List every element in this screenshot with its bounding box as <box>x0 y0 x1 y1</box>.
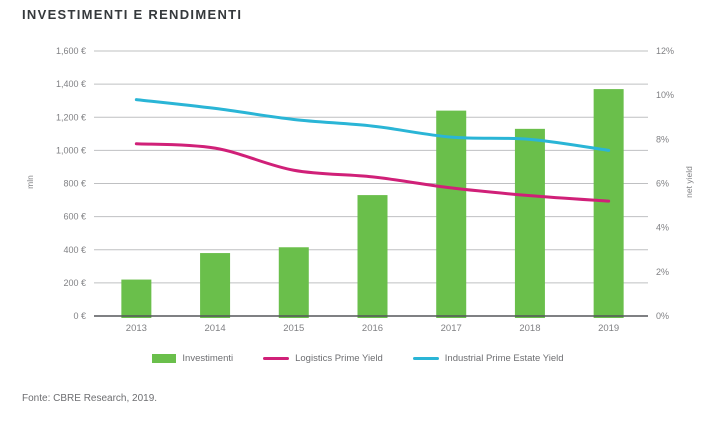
legend-item-logistics-prime-yield: Logistics Prime Yield <box>263 353 383 364</box>
bar-2019 <box>593 89 624 318</box>
y-left-tick-label: 200 € <box>63 278 86 288</box>
x-tick-label: 2014 <box>205 323 226 334</box>
legend-item-investimenti: Investimenti <box>152 353 233 364</box>
left-axis-title: mln <box>25 175 35 189</box>
chart-svg: 0 € 200 € 400 € 600 € 800 € 1,000 € 1,200 € 1,4… <box>25 46 694 334</box>
y-right-tick-label: 2% <box>656 267 669 277</box>
y-right-tick-label: 4% <box>656 223 669 233</box>
legend-label-logistics: Logistics Prime Yield <box>295 353 383 364</box>
y-left-tick-label: 1,200 € <box>56 112 86 122</box>
y-left-tick-label: 400 € <box>63 245 86 255</box>
y-right-tick-label: 10% <box>656 90 674 100</box>
y-left-tick-label: 800 € <box>63 179 86 189</box>
y-left-tick-label: 600 € <box>63 212 86 222</box>
x-tick-label: 2013 <box>126 323 147 334</box>
x-tick-label: 2018 <box>519 323 540 334</box>
y-right-tick-label: 0% <box>656 311 669 321</box>
y-right-tick-label: 6% <box>656 179 669 189</box>
y-left-tick-label: 1,600 € <box>56 46 86 56</box>
bar-2018 <box>514 128 545 318</box>
bar-2014 <box>200 253 231 318</box>
y-left-tick-label: 1,400 € <box>56 79 86 89</box>
legend-swatch-industrial <box>412 357 439 360</box>
legend-swatch-investimenti <box>152 354 177 363</box>
y-right-tick-label: 8% <box>656 134 669 144</box>
industrial-prime-estate-yield-line <box>134 98 611 152</box>
right-axis-title: net yield <box>684 166 694 198</box>
bar-2013 <box>121 279 152 318</box>
x-tick-label: 2016 <box>362 323 383 334</box>
bar-2015 <box>278 247 309 318</box>
logistics-prime-yield-line <box>134 142 611 203</box>
y-left-tick-label: 0 € <box>73 311 86 321</box>
page-title: INVESTIMENTI E RENDIMENTI <box>22 7 243 22</box>
y-right-tick-label: 12% <box>656 46 674 56</box>
bar-2017 <box>436 110 467 318</box>
legend-label-investimenti: Investimenti <box>182 353 234 364</box>
source-note: Fonte: CBRE Research, 2019. <box>22 393 158 404</box>
legend-swatch-logistics <box>263 357 290 360</box>
x-tick-label: 2017 <box>441 323 462 334</box>
combo-chart: 0 € 200 € 400 € 600 € 800 € 1,000 € 1,200 € 1,4… <box>0 28 716 346</box>
legend-label-industrial: Industrial Prime Estate Yield <box>444 353 564 364</box>
x-tick-label: 2019 <box>598 323 619 334</box>
bar-2016 <box>357 195 388 318</box>
x-tick-label: 2015 <box>283 323 304 334</box>
legend-item-industrial-prime-estate-yield: Industrial Prime Estate Yield <box>412 353 564 364</box>
y-left-tick-label: 1,000 € <box>56 145 86 155</box>
chart-legend: Investimenti Logistics Prime Yield Indus… <box>0 353 716 364</box>
